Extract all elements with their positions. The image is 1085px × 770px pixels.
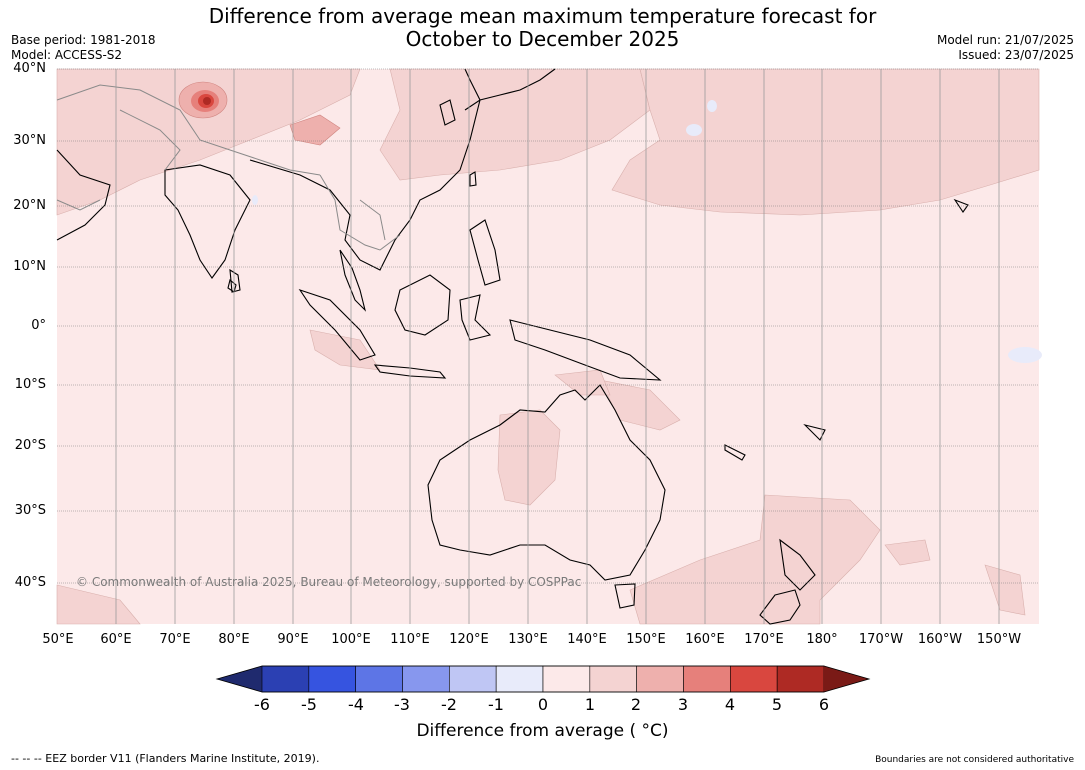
page-title-line1: Difference from average mean maximum tem… <box>208 4 877 28</box>
colorbar-tick: -2 <box>441 695 457 714</box>
colorbar-outline <box>215 665 871 693</box>
country-borders <box>56 84 401 251</box>
colorbar-swatch <box>542 665 591 693</box>
colorbar-swatch <box>776 665 825 693</box>
colorbar-tick: -3 <box>394 695 410 714</box>
lat-label-40s: 40°S <box>14 575 46 590</box>
colorbar-tick: 5 <box>771 695 783 714</box>
lat-label-20s: 20°S <box>14 438 46 453</box>
colorbar-tick: 0 <box>537 695 549 714</box>
latitude-gridlines <box>57 68 1039 584</box>
colorbar-swatch <box>261 665 310 693</box>
lon-label-150e: 150°E <box>626 632 666 647</box>
lon-label-50e: 50°E <box>42 632 74 647</box>
colorbar-tick: -4 <box>348 695 364 714</box>
colorbar-arrow-high <box>824 666 869 692</box>
page-title-line2: October to December 2025 <box>405 27 680 51</box>
lon-label-110e: 110°E <box>390 632 430 647</box>
colorbar-swatch <box>636 665 684 693</box>
lon-label-170w: 170°W <box>858 632 904 647</box>
colorbar-tick: 2 <box>630 695 642 714</box>
lon-label-160e: 160°E <box>685 632 725 647</box>
lon-label-80e: 80°E <box>218 632 250 647</box>
lon-label-120e: 120°E <box>449 632 489 647</box>
colorbar-swatch <box>355 665 403 693</box>
lon-label-140e: 140°E <box>567 632 607 647</box>
coastlines <box>56 68 969 625</box>
lon-label-100e: 100°E <box>331 632 371 647</box>
colorbar-tick: -5 <box>301 695 317 714</box>
lon-label-130e: 130°E <box>508 632 548 647</box>
copyright-text: © Commonwealth of Australia 2025, Bureau… <box>76 575 582 589</box>
colorbar-tick: -6 <box>254 695 270 714</box>
model-text: Model: ACCESS-S2 <box>11 48 123 62</box>
colorbar-tick: 3 <box>677 695 689 714</box>
lon-label-70e: 70°E <box>159 632 191 647</box>
colorbar-swatch <box>495 665 544 693</box>
lon-label-170e: 170°E <box>744 632 784 647</box>
eez-border-note: -- -- -- EEZ border V11 (Flanders Marine… <box>11 752 320 765</box>
base-period-text: Base period: 1981-2018 <box>11 33 156 47</box>
map-metadata-left: Base period: 1981-2018 Model: ACCESS-S2 <box>11 33 156 63</box>
colorbar-swatch <box>683 665 731 693</box>
colorbar <box>215 665 871 693</box>
anomaly-high-regions <box>178 81 341 146</box>
model-run-text: Model run: 21/07/2025 <box>936 33 1074 47</box>
lon-label-160w: 160°W <box>917 632 963 647</box>
longitude-gridlines <box>115 69 1000 624</box>
lat-label-40n: 40°N <box>13 61 46 76</box>
colorbar-tick: -1 <box>488 695 504 714</box>
boundaries-disclaimer: Boundaries are not considered authoritat… <box>875 755 1074 765</box>
colorbar-swatch <box>402 665 450 693</box>
lon-label-180: 180° <box>806 632 838 647</box>
anomaly-1-to-2-regions <box>56 68 1040 625</box>
colorbar-swatch <box>308 665 356 693</box>
colorbar-label: Difference from average ( °C) <box>416 721 669 741</box>
colorbar-swatch <box>589 665 637 693</box>
colorbar-arrow-low <box>217 666 262 692</box>
lat-label-10n: 10°N <box>13 259 46 274</box>
lat-label-equator: 0° <box>31 318 46 333</box>
lat-label-30s: 30°S <box>14 503 46 518</box>
colorbar-tick: 4 <box>724 695 736 714</box>
lat-label-10s: 10°S <box>14 377 46 392</box>
map-metadata-right: Model run: 21/07/2025 Issued: 23/07/2025 <box>937 33 1074 63</box>
issued-text: Issued: 23/07/2025 <box>958 48 1074 62</box>
lat-label-20n: 20°N <box>13 198 46 213</box>
colorbar-swatch <box>449 665 497 693</box>
colorbar-tick: 6 <box>818 695 830 714</box>
lon-label-90e: 90°E <box>277 632 309 647</box>
lon-label-60e: 60°E <box>100 632 132 647</box>
colorbar-tick: 1 <box>584 695 596 714</box>
anomaly-cool-regions <box>252 100 1042 363</box>
colorbar-swatch <box>730 665 778 693</box>
lon-label-150w: 150°W <box>976 632 1022 647</box>
lat-label-30n: 30°N <box>13 133 46 148</box>
